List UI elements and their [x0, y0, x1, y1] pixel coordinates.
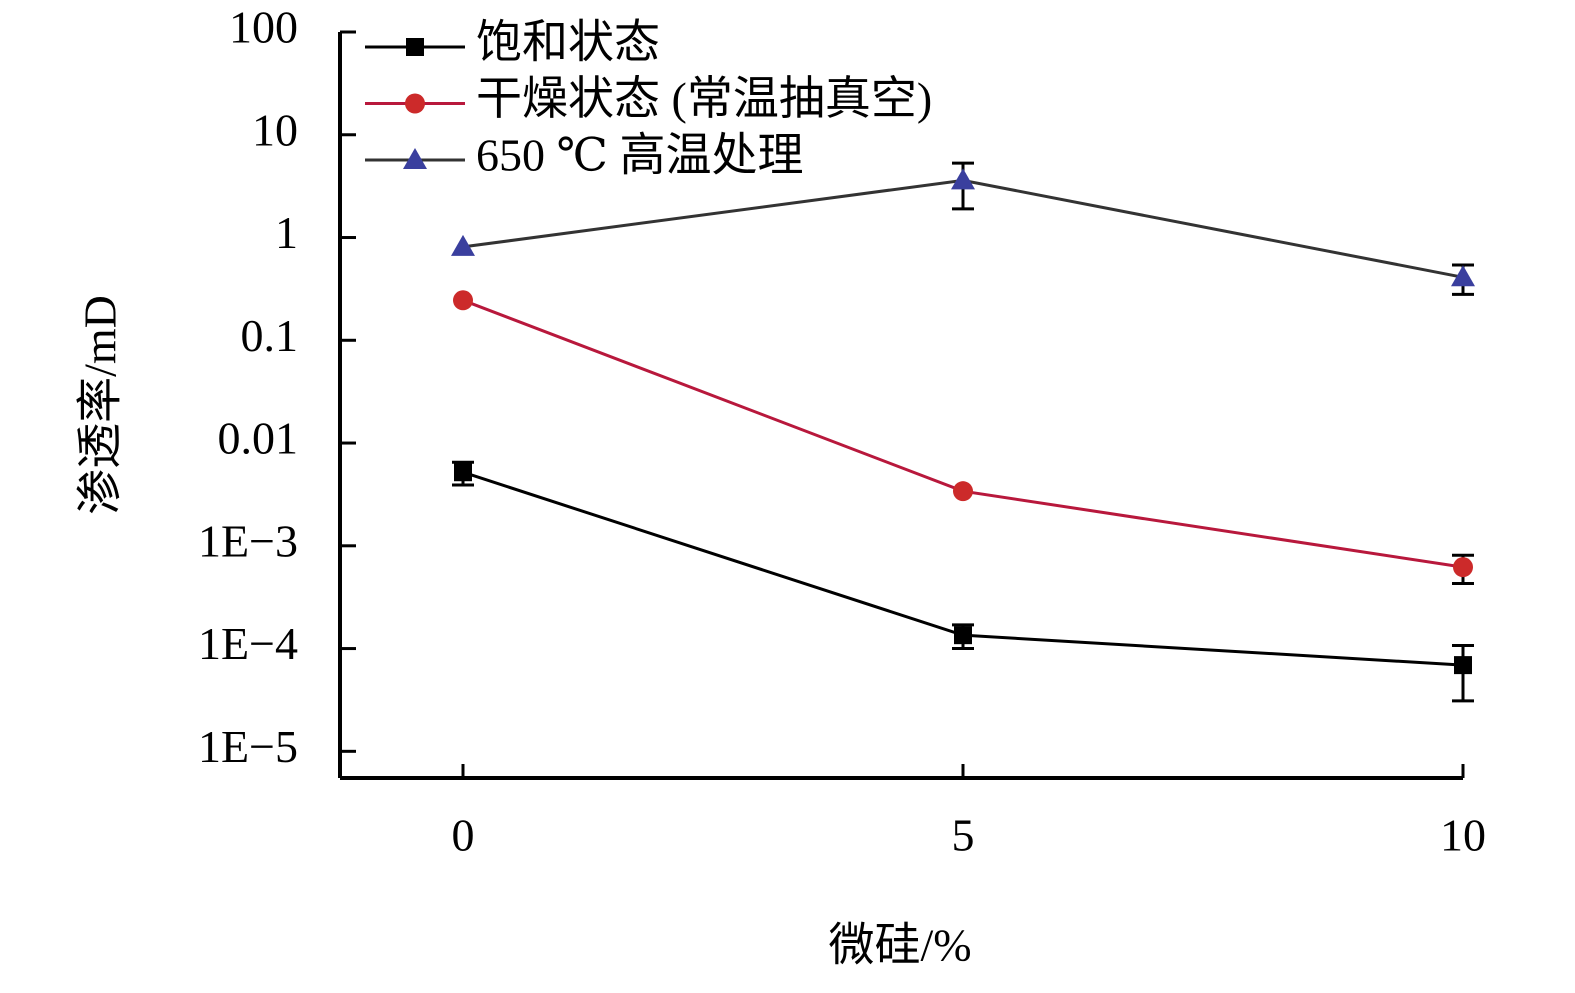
marker: [406, 38, 424, 56]
legend-label: 饱和状态: [476, 17, 660, 68]
marker: [951, 168, 975, 190]
y-tick-label: 1E−5: [198, 721, 298, 772]
y-tick-label: 0.1: [241, 310, 299, 361]
marker: [405, 93, 425, 114]
y-tick-label: 10: [252, 104, 298, 155]
y-tick-label: 1: [275, 207, 298, 258]
x-tick-label: 10: [1440, 810, 1486, 861]
y-tick-label: 1E−3: [198, 515, 298, 566]
marker: [453, 290, 473, 311]
marker: [403, 148, 427, 169]
marker: [1454, 656, 1472, 675]
legend-label: 650 ℃ 高温处理: [476, 130, 803, 181]
y-tick-label: 100: [229, 2, 298, 53]
marker: [1453, 557, 1473, 578]
x-tick-label: 5: [952, 810, 975, 861]
marker: [1451, 265, 1475, 287]
y-tick-label: 0.01: [218, 413, 299, 464]
marker: [454, 463, 472, 482]
marker: [954, 626, 972, 645]
x-axis-label: 微硅/%: [828, 920, 971, 971]
legend-label: 干燥状态 (常温抽真空): [476, 73, 932, 124]
y-axis-label: 渗透率/mD: [75, 295, 126, 515]
marker: [953, 481, 973, 502]
y-tick-label: 1E−4: [198, 618, 298, 669]
marker: [451, 234, 475, 256]
x-tick-label: 0: [452, 810, 475, 861]
series-line: [462, 298, 1464, 569]
